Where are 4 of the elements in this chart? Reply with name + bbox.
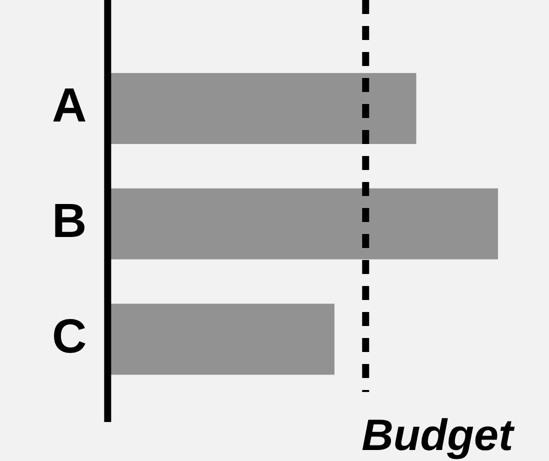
y-tick-label: B [52,195,87,248]
y-tick-label: A [52,80,87,133]
ref-line-label: Budget [362,411,516,460]
y-tick-label: C [52,310,87,364]
